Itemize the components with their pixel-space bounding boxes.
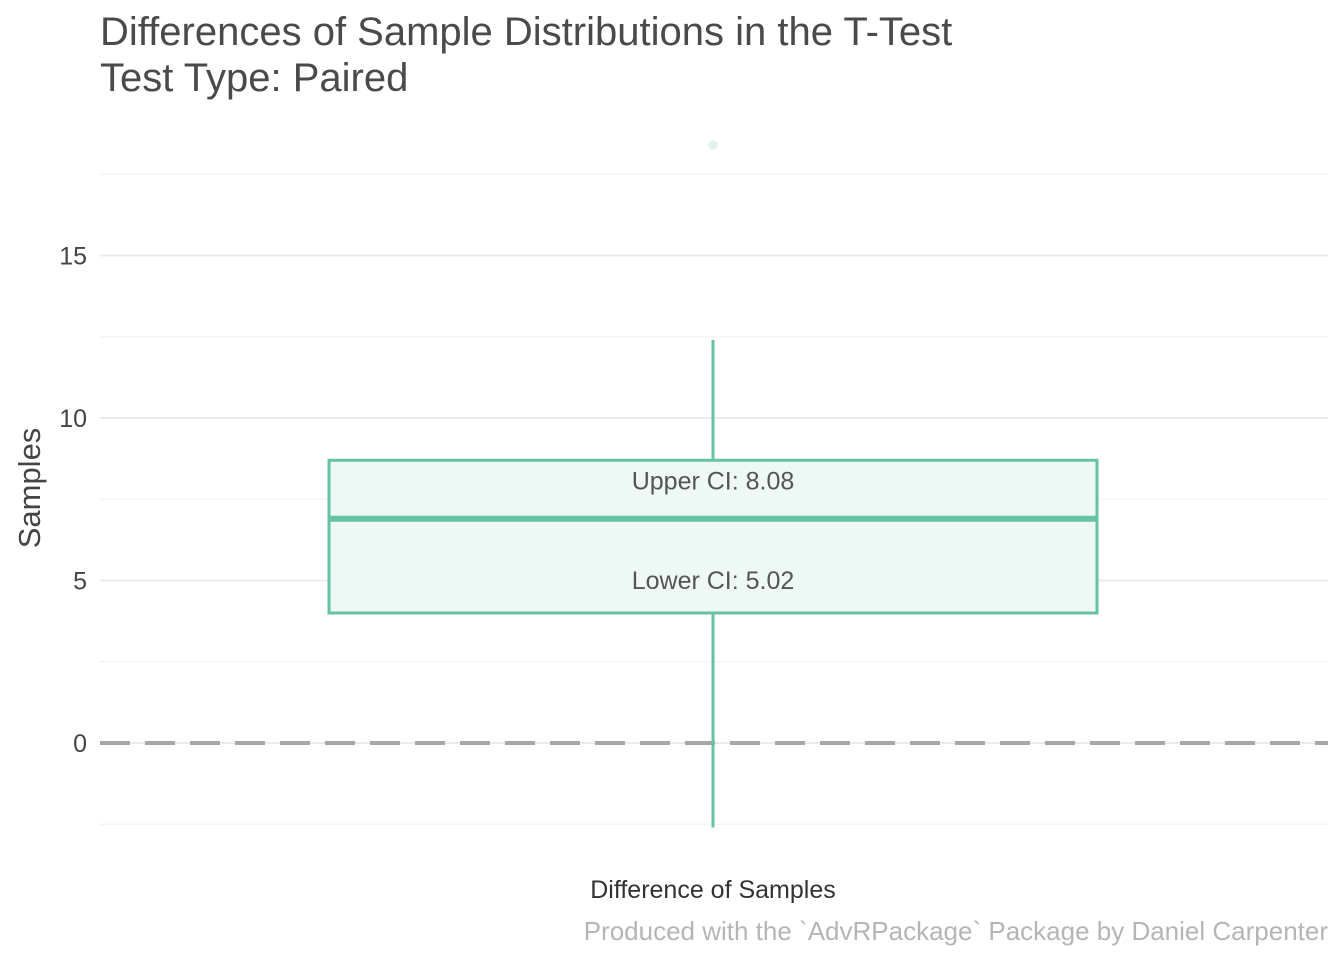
annotation-layer: Upper CI: 8.08 Lower CI: 5.02 (632, 467, 795, 594)
y-tick-label: 0 (73, 730, 87, 758)
ci-annotation-label: Upper CI: 8.08 (632, 467, 795, 495)
ci-annotation-label: Lower CI: 5.02 (632, 567, 795, 595)
boxplot-layer (327, 140, 1099, 828)
outlier-point (708, 140, 718, 150)
y-axis-title: Samples (12, 428, 47, 549)
y-axis-ticks: 0 5 10 15 (59, 243, 87, 759)
chart-subtitle: Test Type: Paired (100, 56, 408, 100)
interquartile-box (327, 458, 1099, 615)
chart-title: Differences of Sample Distributions in t… (100, 10, 952, 54)
y-tick-label: 10 (59, 405, 87, 433)
x-category-label: Difference of Samples (590, 876, 836, 904)
y-tick-label: 5 (73, 568, 87, 596)
chart-caption: Produced with the `AdvRPackage` Package … (584, 916, 1329, 946)
y-tick-label: 15 (59, 243, 87, 271)
